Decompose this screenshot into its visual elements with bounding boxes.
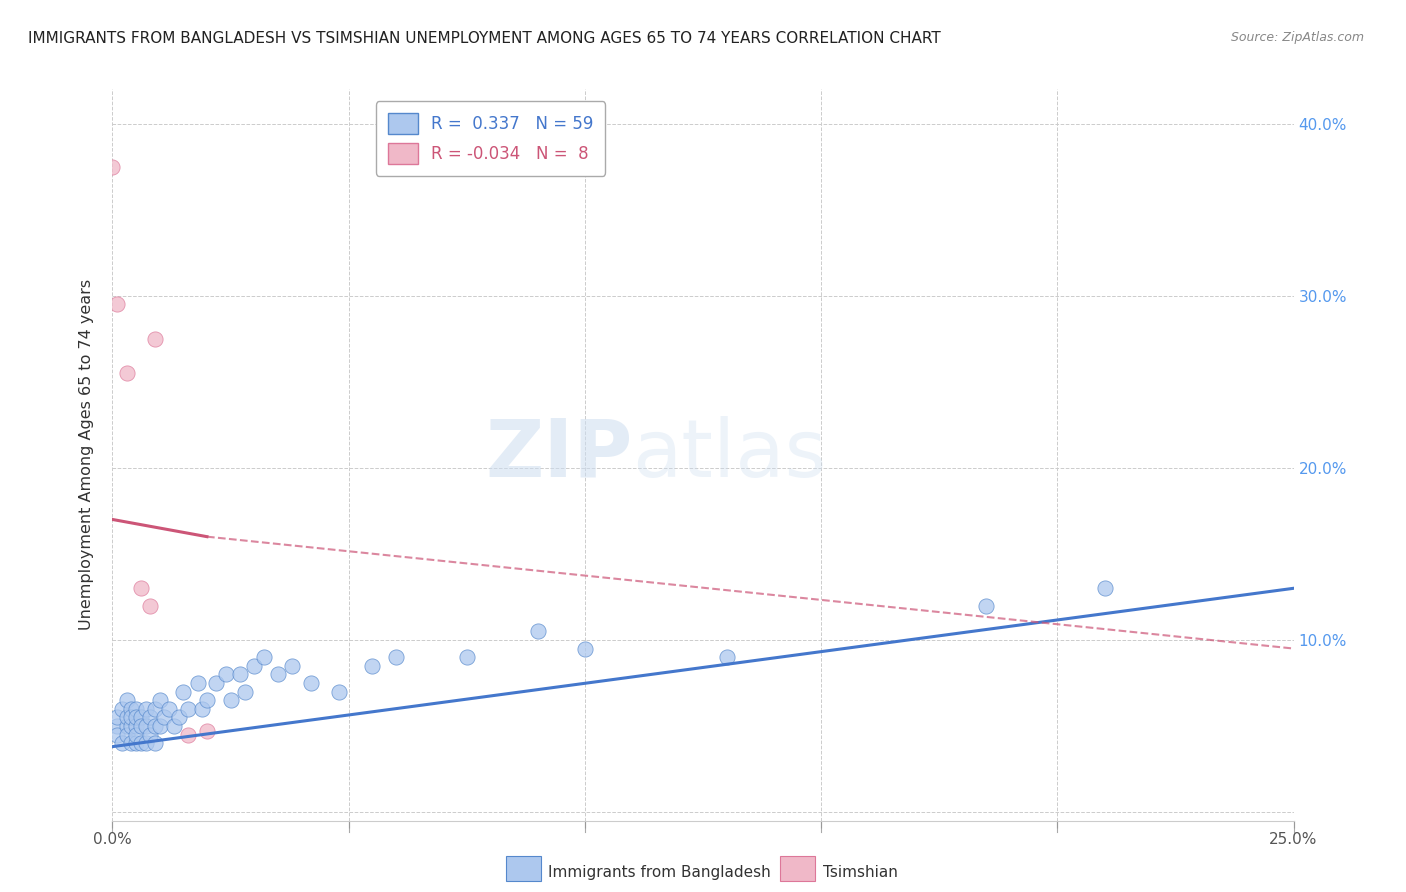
- Point: [172, 684, 194, 698]
- Point: [143, 702, 166, 716]
- Point: [143, 332, 166, 346]
- Point: [125, 710, 148, 724]
- Point: [139, 599, 162, 613]
- Point: [111, 736, 134, 750]
- Point: [243, 658, 266, 673]
- Point: [115, 366, 138, 380]
- Point: [139, 728, 162, 742]
- Point: [125, 736, 148, 750]
- Point: [328, 684, 350, 698]
- Point: [215, 667, 238, 681]
- Point: [115, 728, 138, 742]
- Point: [157, 702, 180, 716]
- Point: [120, 719, 142, 733]
- Point: [120, 702, 142, 716]
- Text: ZIP: ZIP: [485, 416, 633, 494]
- Point: [233, 684, 256, 698]
- Point: [105, 710, 128, 724]
- Point: [125, 702, 148, 716]
- Point: [125, 719, 148, 733]
- Point: [129, 710, 152, 724]
- Point: [143, 719, 166, 733]
- Point: [129, 719, 152, 733]
- Text: Immigrants from Bangladesh: Immigrants from Bangladesh: [548, 865, 770, 880]
- Point: [149, 693, 172, 707]
- Point: [120, 710, 142, 724]
- Point: [135, 736, 157, 750]
- Y-axis label: Unemployment Among Ages 65 to 74 years: Unemployment Among Ages 65 to 74 years: [79, 279, 94, 631]
- Point: [167, 710, 190, 724]
- Point: [135, 719, 157, 733]
- Point: [186, 676, 208, 690]
- Point: [115, 693, 138, 707]
- Point: [299, 676, 322, 690]
- Point: [115, 719, 138, 733]
- Point: [105, 719, 128, 733]
- Point: [153, 710, 176, 724]
- Text: Tsimshian: Tsimshian: [823, 865, 897, 880]
- Point: [139, 710, 162, 724]
- Point: [267, 667, 290, 681]
- Point: [143, 736, 166, 750]
- Point: [135, 702, 157, 716]
- Point: [177, 702, 200, 716]
- Point: [163, 719, 186, 733]
- Point: [1094, 582, 1116, 596]
- Point: [129, 582, 152, 596]
- Point: [219, 693, 242, 707]
- Point: [177, 728, 200, 742]
- Point: [976, 599, 998, 613]
- Point: [456, 650, 478, 665]
- Point: [101, 160, 124, 174]
- Point: [385, 650, 408, 665]
- Point: [281, 658, 304, 673]
- Text: atlas: atlas: [633, 416, 827, 494]
- Point: [120, 736, 142, 750]
- Point: [205, 676, 228, 690]
- Point: [149, 719, 172, 733]
- Text: Source: ZipAtlas.com: Source: ZipAtlas.com: [1230, 31, 1364, 45]
- Point: [195, 693, 218, 707]
- Point: [129, 736, 152, 750]
- Point: [115, 710, 138, 724]
- Point: [229, 667, 252, 681]
- Text: IMMIGRANTS FROM BANGLADESH VS TSIMSHIAN UNEMPLOYMENT AMONG AGES 65 TO 74 YEARS C: IMMIGRANTS FROM BANGLADESH VS TSIMSHIAN …: [28, 31, 941, 46]
- Point: [526, 624, 548, 639]
- Point: [574, 641, 596, 656]
- Point: [716, 650, 738, 665]
- Point: [195, 724, 218, 739]
- Point: [111, 702, 134, 716]
- Legend: R =  0.337   N = 59, R = -0.034   N =  8: R = 0.337 N = 59, R = -0.034 N = 8: [375, 101, 605, 176]
- Point: [191, 702, 214, 716]
- Point: [105, 297, 128, 311]
- Point: [125, 728, 148, 742]
- Point: [361, 658, 384, 673]
- Point: [253, 650, 276, 665]
- Point: [105, 728, 128, 742]
